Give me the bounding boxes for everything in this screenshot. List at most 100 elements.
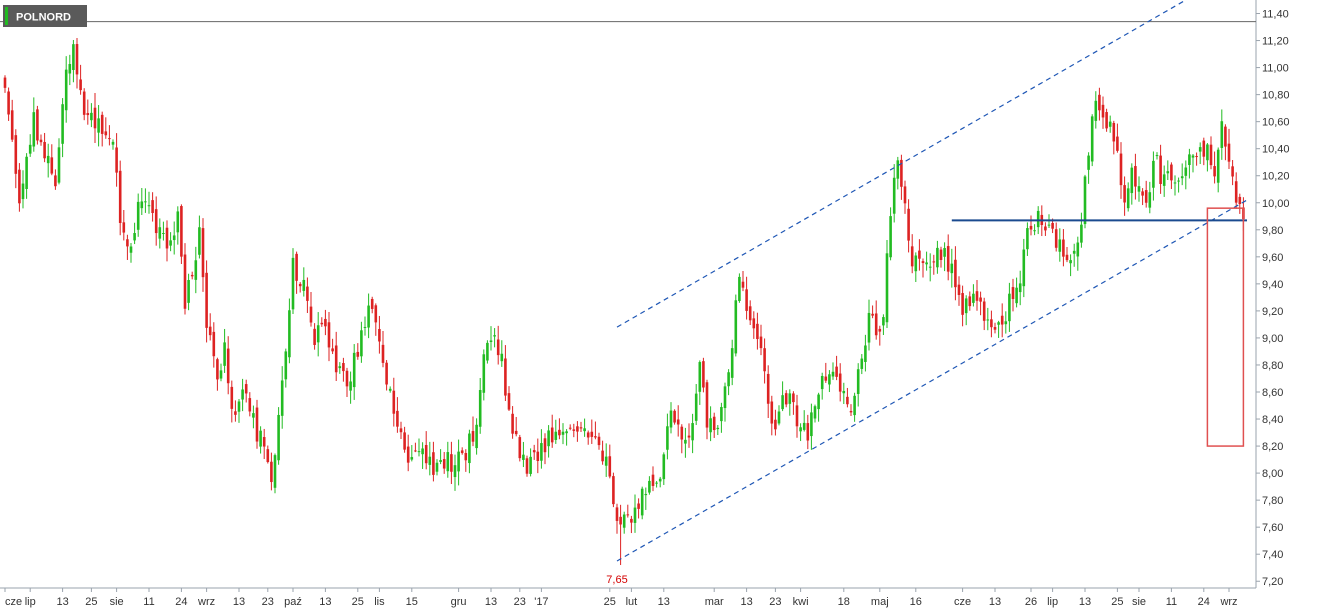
x-tick-label: 23 bbox=[769, 596, 781, 608]
candle-body bbox=[975, 291, 979, 301]
candle bbox=[403, 426, 406, 453]
candle-body bbox=[817, 394, 820, 410]
candle-body bbox=[176, 211, 180, 233]
candle bbox=[291, 248, 295, 315]
candle bbox=[522, 441, 525, 468]
candle-body bbox=[680, 426, 684, 440]
candle bbox=[774, 409, 777, 436]
y-tick-label: 10,00 bbox=[1262, 198, 1290, 210]
candle bbox=[1098, 87, 1101, 121]
candle-body bbox=[774, 419, 777, 430]
candle-body bbox=[540, 443, 543, 461]
candle-body bbox=[262, 437, 266, 447]
y-tick-label: 8,20 bbox=[1262, 441, 1283, 453]
candle-body bbox=[349, 381, 352, 391]
candle-body bbox=[1094, 100, 1098, 121]
candle-body bbox=[1231, 166, 1234, 177]
candle-body bbox=[72, 44, 75, 70]
candle-body bbox=[759, 336, 763, 349]
candle-body bbox=[698, 362, 702, 392]
candle bbox=[666, 413, 669, 460]
candle bbox=[961, 285, 964, 327]
candle-body bbox=[1180, 176, 1184, 179]
candle bbox=[554, 419, 558, 444]
candle bbox=[432, 441, 435, 482]
y-tick-label: 9,20 bbox=[1262, 306, 1283, 318]
x-tick-label: maj bbox=[871, 596, 889, 608]
candle bbox=[140, 188, 144, 216]
candle-body bbox=[576, 426, 579, 432]
candle bbox=[741, 270, 745, 292]
candle bbox=[144, 188, 147, 213]
candle bbox=[126, 234, 129, 260]
candle bbox=[572, 423, 576, 438]
candle bbox=[1173, 175, 1177, 196]
candle-body bbox=[140, 201, 144, 209]
candle-body bbox=[914, 255, 918, 272]
candle bbox=[730, 339, 734, 386]
candle bbox=[122, 210, 126, 241]
candle-body bbox=[1224, 126, 1227, 147]
candle-body bbox=[907, 208, 910, 241]
candle bbox=[1058, 228, 1062, 262]
candle bbox=[723, 382, 727, 422]
candle bbox=[50, 144, 54, 176]
candle-body bbox=[421, 448, 424, 455]
y-tick-label: 10,20 bbox=[1262, 171, 1290, 183]
candle-body bbox=[770, 401, 774, 424]
candle bbox=[1008, 282, 1011, 332]
candle-body bbox=[1062, 239, 1065, 257]
candle bbox=[252, 405, 255, 429]
candle-body bbox=[165, 227, 169, 249]
candle-body bbox=[597, 436, 601, 446]
candle-body bbox=[734, 300, 738, 354]
x-axis: cze lip 13 25 sie 11 24 wrz 13 23 paź 13 25 lis 15 gru 1… bbox=[4, 588, 1238, 608]
candle-body bbox=[1198, 147, 1202, 152]
candle bbox=[1022, 238, 1026, 298]
y-tick-label: 7,40 bbox=[1262, 549, 1283, 561]
candle bbox=[1108, 115, 1112, 133]
candle-body bbox=[990, 319, 993, 328]
candle bbox=[424, 431, 428, 470]
candle bbox=[288, 298, 291, 364]
candle-body bbox=[662, 454, 666, 480]
candle-body bbox=[1188, 154, 1191, 165]
candle bbox=[277, 407, 280, 465]
candle-body bbox=[637, 503, 640, 509]
candle bbox=[849, 404, 853, 416]
candle bbox=[1065, 247, 1069, 263]
candle-body bbox=[579, 427, 583, 429]
candle-body bbox=[18, 169, 21, 204]
candle-body bbox=[1123, 185, 1126, 203]
candle bbox=[853, 392, 856, 422]
candle bbox=[608, 444, 612, 479]
candle-body bbox=[896, 160, 900, 179]
candle-body bbox=[968, 296, 972, 307]
candle bbox=[792, 391, 795, 415]
candle-body bbox=[644, 493, 648, 496]
candle bbox=[36, 105, 39, 145]
candle-body bbox=[1033, 230, 1036, 232]
candle-body bbox=[129, 246, 133, 253]
candle bbox=[561, 423, 565, 445]
candle bbox=[738, 273, 741, 303]
candle-body bbox=[32, 112, 36, 147]
x-tick-label: sie bbox=[1132, 596, 1146, 608]
candle-body bbox=[1108, 121, 1112, 127]
candle bbox=[579, 421, 583, 432]
candle-body bbox=[3, 77, 7, 88]
candle-body bbox=[50, 157, 54, 174]
candle bbox=[590, 419, 594, 444]
candle bbox=[1188, 148, 1191, 179]
candle-body bbox=[727, 372, 730, 387]
x-tick-label: kwi bbox=[793, 596, 809, 608]
candle-body bbox=[122, 222, 126, 233]
candle bbox=[14, 129, 18, 189]
candle-body bbox=[522, 454, 525, 460]
candle-body bbox=[828, 374, 831, 385]
candle bbox=[381, 330, 385, 368]
candle bbox=[255, 399, 259, 449]
candle bbox=[446, 441, 450, 478]
candle bbox=[680, 424, 684, 454]
candle bbox=[453, 454, 457, 491]
